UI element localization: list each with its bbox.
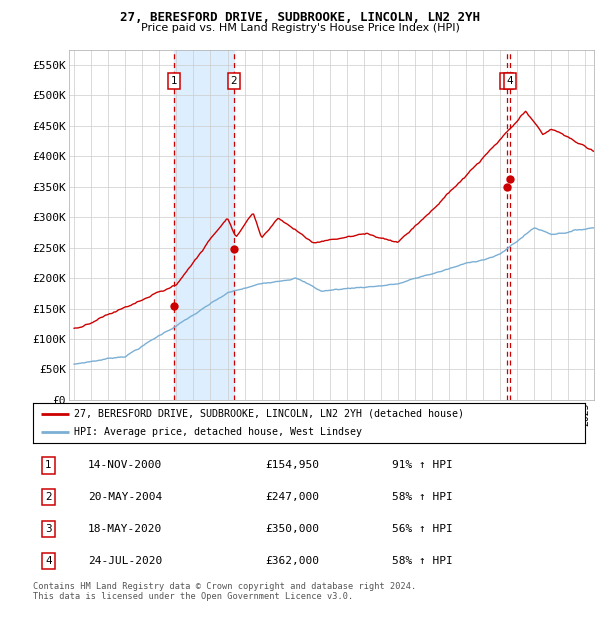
Text: £154,950: £154,950 — [265, 461, 319, 471]
Text: 18-MAY-2020: 18-MAY-2020 — [88, 524, 163, 534]
Text: 3: 3 — [45, 524, 52, 534]
Text: £362,000: £362,000 — [265, 556, 319, 565]
Text: 27, BERESFORD DRIVE, SUDBROOKE, LINCOLN, LN2 2YH (detached house): 27, BERESFORD DRIVE, SUDBROOKE, LINCOLN,… — [74, 409, 464, 419]
Text: 20-MAY-2004: 20-MAY-2004 — [88, 492, 163, 502]
Text: 24-JUL-2020: 24-JUL-2020 — [88, 556, 163, 565]
Text: 3: 3 — [503, 76, 510, 86]
Text: 2: 2 — [45, 492, 52, 502]
Bar — [174, 50, 234, 400]
Text: 58% ↑ HPI: 58% ↑ HPI — [392, 492, 452, 502]
Text: 1: 1 — [45, 461, 52, 471]
Text: Contains HM Land Registry data © Crown copyright and database right 2024.
This d: Contains HM Land Registry data © Crown c… — [33, 582, 416, 601]
Text: £247,000: £247,000 — [265, 492, 319, 502]
Text: 1: 1 — [171, 76, 178, 86]
Text: 91% ↑ HPI: 91% ↑ HPI — [392, 461, 452, 471]
Text: 27, BERESFORD DRIVE, SUDBROOKE, LINCOLN, LN2 2YH: 27, BERESFORD DRIVE, SUDBROOKE, LINCOLN,… — [120, 11, 480, 24]
Text: HPI: Average price, detached house, West Lindsey: HPI: Average price, detached house, West… — [74, 427, 362, 438]
Text: 4: 4 — [506, 76, 513, 86]
Text: 58% ↑ HPI: 58% ↑ HPI — [392, 556, 452, 565]
Text: 4: 4 — [45, 556, 52, 565]
Text: 56% ↑ HPI: 56% ↑ HPI — [392, 524, 452, 534]
Text: 14-NOV-2000: 14-NOV-2000 — [88, 461, 163, 471]
Text: £350,000: £350,000 — [265, 524, 319, 534]
Text: 2: 2 — [230, 76, 238, 86]
Text: Price paid vs. HM Land Registry's House Price Index (HPI): Price paid vs. HM Land Registry's House … — [140, 23, 460, 33]
